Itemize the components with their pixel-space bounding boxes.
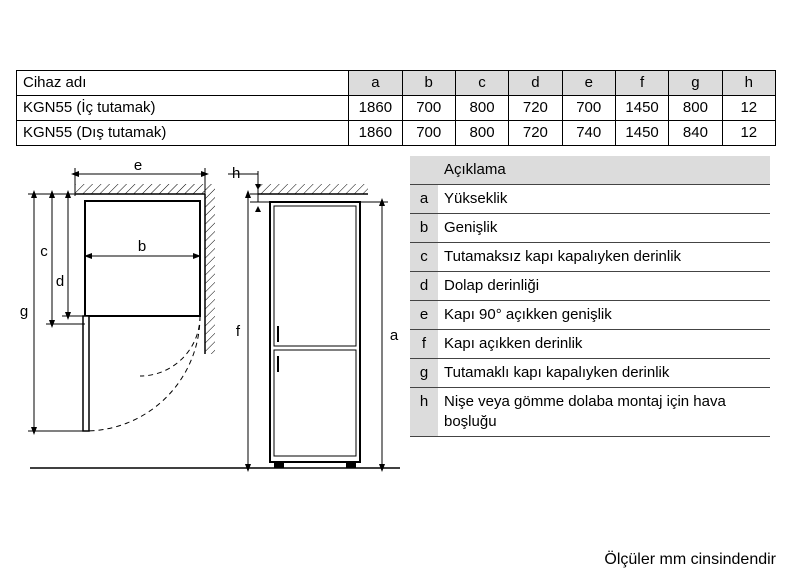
diagram-label-g: g — [20, 303, 28, 320]
diagram-label-f: f — [236, 323, 241, 340]
legend-text: Nişe veya gömme dolaba montaj için hava … — [438, 388, 770, 437]
footnote: Ölçüler mm cinsindendir — [604, 551, 776, 569]
dim-header-g: g — [669, 71, 722, 96]
legend-text: Yükseklik — [438, 185, 770, 214]
legend-key: b — [410, 214, 438, 243]
dim-cell: 720 — [509, 121, 562, 146]
dim-cell: 740 — [562, 121, 615, 146]
diagram-label-h: h — [232, 165, 240, 182]
dim-header-c: c — [455, 71, 508, 96]
legend-header-key — [410, 156, 438, 185]
dim-cell: 1860 — [349, 121, 402, 146]
dim-header-e: e — [562, 71, 615, 96]
dimensions-table: Cihaz adı a b c d e f g h KGN55 (İç tuta… — [16, 70, 776, 146]
table-row: KGN55 (Dış tutamak) 1860 700 800 720 740… — [17, 121, 776, 146]
dim-cell: 700 — [562, 96, 615, 121]
dim-header-d: d — [509, 71, 562, 96]
dim-cell: 1450 — [615, 121, 668, 146]
dim-header-f: f — [615, 71, 668, 96]
table-row: KGN55 (İç tutamak) 1860 700 800 720 700 … — [17, 96, 776, 121]
legend-text: Kapı 90° açıkken genişlik — [438, 301, 770, 330]
diagram-label-b: b — [138, 238, 146, 255]
dim-header-a: a — [349, 71, 402, 96]
legend: Açıklama aYükseklik bGenişlik cTutamaksı… — [410, 156, 776, 486]
dim-cell: 800 — [455, 96, 508, 121]
dim-cell: 800 — [455, 121, 508, 146]
legend-text: Genişlik — [438, 214, 770, 243]
legend-text: Dolap derinliği — [438, 272, 770, 301]
legend-text: Kapı açıkken derinlik — [438, 330, 770, 359]
legend-table: Açıklama aYükseklik bGenişlik cTutamaksı… — [410, 156, 770, 437]
dim-cell: 1450 — [615, 96, 668, 121]
diagram-label-e: e — [134, 157, 142, 174]
dim-header-b: b — [402, 71, 455, 96]
dim-cell: 720 — [509, 96, 562, 121]
legend-key: e — [410, 301, 438, 330]
dim-row1-label: KGN55 (Dış tutamak) — [17, 121, 349, 146]
technical-diagram: e b g c d — [10, 156, 410, 486]
dim-cell: 12 — [722, 121, 775, 146]
legend-text: Tutamaklı kapı kapalıyken derinlik — [438, 359, 770, 388]
dim-cell: 800 — [669, 96, 722, 121]
legend-text: Tutamaksız kapı kapalıyken derinlik — [438, 243, 770, 272]
dim-header-h: h — [722, 71, 775, 96]
diagram-label-c: c — [40, 243, 48, 260]
dim-cell: 700 — [402, 96, 455, 121]
dim-cell: 1860 — [349, 96, 402, 121]
dim-cell: 12 — [722, 96, 775, 121]
dim-cell: 840 — [669, 121, 722, 146]
diagram-label-d: d — [56, 273, 64, 290]
legend-key: h — [410, 388, 438, 437]
dim-row0-label: KGN55 (İç tutamak) — [17, 96, 349, 121]
legend-key: c — [410, 243, 438, 272]
diagram-label-a: a — [390, 327, 399, 344]
legend-header-title: Açıklama — [438, 156, 770, 185]
legend-key: a — [410, 185, 438, 214]
dim-header-first: Cihaz adı — [17, 71, 349, 96]
legend-key: f — [410, 330, 438, 359]
legend-key: d — [410, 272, 438, 301]
dim-cell: 700 — [402, 121, 455, 146]
legend-key: g — [410, 359, 438, 388]
